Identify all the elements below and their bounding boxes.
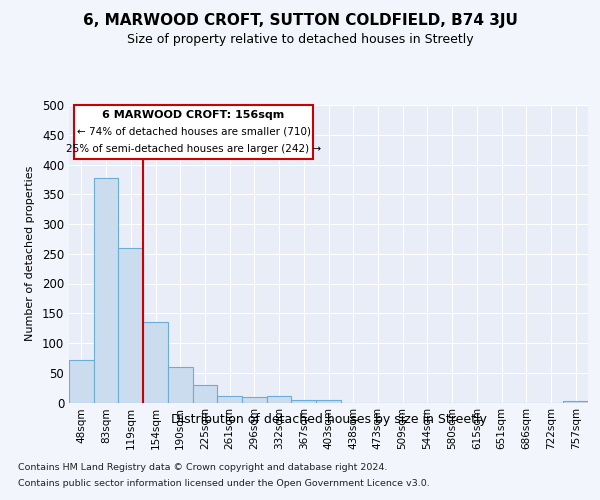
Text: Contains public sector information licensed under the Open Government Licence v3: Contains public sector information licen…	[18, 478, 430, 488]
Text: 25% of semi-detached houses are larger (242) →: 25% of semi-detached houses are larger (…	[66, 144, 321, 154]
Bar	[292, 400, 316, 402]
Bar	[193, 385, 217, 402]
FancyBboxPatch shape	[74, 105, 313, 158]
Bar	[94, 178, 118, 402]
Y-axis label: Number of detached properties: Number of detached properties	[25, 166, 35, 342]
Bar	[168, 367, 193, 402]
Bar	[69, 360, 94, 403]
Text: 6, MARWOOD CROFT, SUTTON COLDFIELD, B74 3JU: 6, MARWOOD CROFT, SUTTON COLDFIELD, B74 …	[83, 12, 517, 28]
Text: ← 74% of detached houses are smaller (710): ← 74% of detached houses are smaller (71…	[77, 127, 311, 137]
Bar	[267, 396, 292, 402]
Text: Contains HM Land Registry data © Crown copyright and database right 2024.: Contains HM Land Registry data © Crown c…	[18, 464, 388, 472]
Bar	[118, 248, 143, 402]
Bar	[217, 396, 242, 402]
Text: Distribution of detached houses by size in Streetly: Distribution of detached houses by size …	[171, 412, 487, 426]
Text: 6 MARWOOD CROFT: 156sqm: 6 MARWOOD CROFT: 156sqm	[103, 110, 284, 120]
Bar	[316, 400, 341, 402]
Text: Size of property relative to detached houses in Streetly: Size of property relative to detached ho…	[127, 32, 473, 46]
Bar	[143, 322, 168, 402]
Bar	[242, 396, 267, 402]
Bar	[563, 400, 588, 402]
